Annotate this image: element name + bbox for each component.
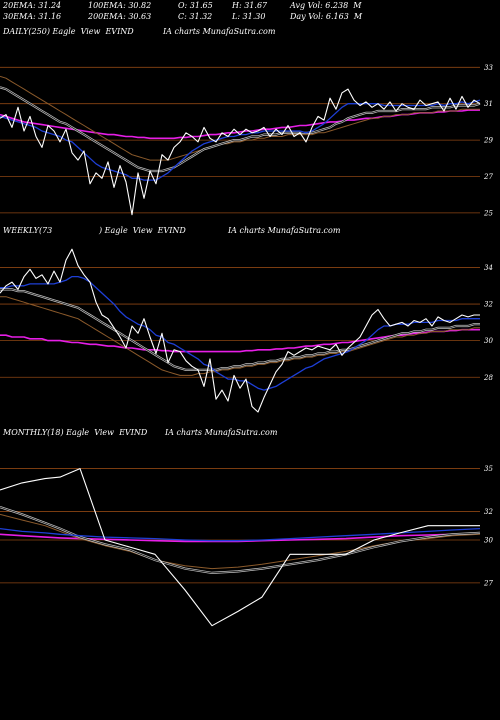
daily-ytick-label: 25 [483, 209, 493, 217]
weekly-series-ema-mid-inner [0, 289, 480, 371]
header-ema200: 200EMA: 30.63 [88, 12, 152, 21]
weekly-chart: 34 32 30 28 [0, 248, 493, 413]
header-ema30: 30EMA: 31.16 [3, 12, 62, 21]
weekly-panel-source: IA charts MunafaSutra.com [228, 226, 341, 235]
header-low: L: 31.30 [232, 12, 266, 21]
weekly-series-ema-long [0, 328, 480, 353]
monthly-ytick-label: 32 [484, 508, 493, 516]
monthly-series-ema-short [0, 527, 481, 542]
header-ema100: 100EMA: 30.82 [88, 1, 152, 10]
daily-ytick-label: 33 [484, 64, 493, 72]
monthly-chart: 35 32 30 27 [0, 465, 493, 627]
monthly-series-price [0, 468, 480, 627]
daily-series-ema-brown [0, 75, 480, 161]
header-day-vol: Day Vol: 6.163 M [290, 12, 363, 21]
weekly-ytick-label: 28 [483, 374, 493, 382]
monthly-ytick-label: 30 [484, 537, 493, 545]
daily-ytick-label: 27 [483, 173, 493, 181]
weekly-series-ema-mid [0, 288, 480, 371]
monthly-panel-label: MONTHLY(18) Eagle View EVIND [3, 428, 148, 437]
header-close: C: 31.32 [178, 12, 213, 21]
daily-series-ema-mid-inner [0, 86, 481, 172]
monthly-ytick-label: 35 [484, 465, 493, 473]
header-ema20: 20EMA: 31.24 [3, 1, 62, 10]
weekly-series-ema-short [0, 275, 480, 391]
monthly-series-ema-mid-inner [0, 506, 481, 574]
weekly-series-price [0, 248, 480, 413]
header-high: H: 31.67 [232, 1, 268, 10]
weekly-series-ema-brown [0, 296, 480, 376]
header-open: O: 31.65 [178, 1, 213, 10]
weekly-ytick-label: 30 [484, 337, 493, 345]
monthly-series-ema-long [0, 532, 481, 543]
weekly-ytick-label: 34 [484, 264, 493, 272]
daily-ytick-label: 29 [483, 137, 493, 145]
daily-chart: 33 31 29 27 25 [0, 64, 493, 217]
daily-panel-source: IA charts MunafaSutra.com [163, 27, 276, 36]
weekly-ytick-label: 32 [484, 301, 493, 309]
daily-ytick-label: 31 [484, 100, 493, 108]
weekly-panel-label-mid: ) Eagle View EVIND [99, 226, 186, 235]
header-avg-vol: Avg Vol: 6.238 M [290, 1, 362, 10]
monthly-ytick-label: 27 [483, 579, 493, 587]
monthly-panel-source: IA charts MunafaSutra.com [165, 428, 278, 437]
daily-panel-label: DAILY(250) Eagle View EVIND [3, 27, 134, 36]
weekly-panel-label: WEEKLY(73 [3, 226, 53, 235]
daily-series-price [0, 88, 481, 216]
